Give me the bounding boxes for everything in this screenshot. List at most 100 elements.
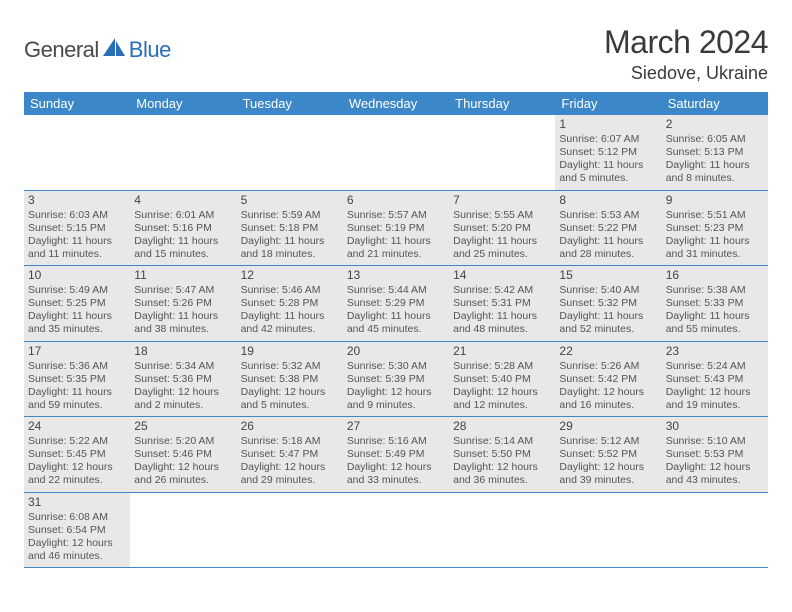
sunrise-line: Sunrise: 5:53 AM: [559, 209, 657, 222]
sunrise-line: Sunrise: 5:12 AM: [559, 435, 657, 448]
daylight-line: Daylight: 12 hours: [134, 386, 232, 399]
day-number: 23: [666, 344, 764, 359]
day-number: 12: [241, 268, 339, 283]
day-number: 4: [134, 193, 232, 208]
sunset-line: Sunset: 5:49 PM: [347, 448, 445, 461]
daylight-line: Daylight: 11 hours: [559, 159, 657, 172]
sunrise-line: Sunrise: 5:32 AM: [241, 360, 339, 373]
calendar-cell: 3Sunrise: 6:03 AMSunset: 5:15 PMDaylight…: [24, 190, 130, 266]
calendar-cell: 21Sunrise: 5:28 AMSunset: 5:40 PMDayligh…: [449, 341, 555, 417]
calendar-cell: [130, 115, 236, 190]
day-header: Saturday: [662, 92, 768, 115]
day-number: 2: [666, 117, 764, 132]
sunrise-line: Sunrise: 5:42 AM: [453, 284, 551, 297]
daylight-line: Daylight: 11 hours: [453, 235, 551, 248]
daylight-line: Daylight: 11 hours: [559, 310, 657, 323]
sunrise-line: Sunrise: 5:14 AM: [453, 435, 551, 448]
calendar-cell: 1Sunrise: 6:07 AMSunset: 5:12 PMDaylight…: [555, 115, 661, 190]
sunrise-line: Sunrise: 5:10 AM: [666, 435, 764, 448]
day-header: Sunday: [24, 92, 130, 115]
calendar-cell: 6Sunrise: 5:57 AMSunset: 5:19 PMDaylight…: [343, 190, 449, 266]
calendar-cell: 13Sunrise: 5:44 AMSunset: 5:29 PMDayligh…: [343, 266, 449, 342]
calendar-week: 31Sunrise: 6:08 AMSunset: 6:54 PMDayligh…: [24, 492, 768, 568]
sunset-line: Sunset: 5:13 PM: [666, 146, 764, 159]
daylight-line: Daylight: 11 hours: [666, 235, 764, 248]
calendar-cell: [662, 492, 768, 568]
day-number: 3: [28, 193, 126, 208]
calendar-cell: 17Sunrise: 5:36 AMSunset: 5:35 PMDayligh…: [24, 341, 130, 417]
day-number: 15: [559, 268, 657, 283]
daylight-line: Daylight: 12 hours: [453, 461, 551, 474]
calendar-cell: 31Sunrise: 6:08 AMSunset: 6:54 PMDayligh…: [24, 492, 130, 568]
daylight-line: and 16 minutes.: [559, 399, 657, 412]
calendar-table: SundayMondayTuesdayWednesdayThursdayFrid…: [24, 92, 768, 568]
calendar-cell: [237, 115, 343, 190]
sunset-line: Sunset: 6:54 PM: [28, 524, 126, 537]
calendar-cell: 19Sunrise: 5:32 AMSunset: 5:38 PMDayligh…: [237, 341, 343, 417]
calendar-week: 3Sunrise: 6:03 AMSunset: 5:15 PMDaylight…: [24, 190, 768, 266]
day-number: 16: [666, 268, 764, 283]
day-number: 31: [28, 495, 126, 510]
day-number: 7: [453, 193, 551, 208]
page-title: March 2024: [604, 24, 768, 61]
logo-text-blue: Blue: [129, 37, 171, 63]
sunrise-line: Sunrise: 6:01 AM: [134, 209, 232, 222]
daylight-line: Daylight: 11 hours: [347, 235, 445, 248]
daylight-line: Daylight: 11 hours: [241, 310, 339, 323]
calendar-cell: 29Sunrise: 5:12 AMSunset: 5:52 PMDayligh…: [555, 417, 661, 493]
calendar-cell: 12Sunrise: 5:46 AMSunset: 5:28 PMDayligh…: [237, 266, 343, 342]
sunrise-line: Sunrise: 5:24 AM: [666, 360, 764, 373]
sunrise-line: Sunrise: 5:30 AM: [347, 360, 445, 373]
daylight-line: Daylight: 11 hours: [134, 235, 232, 248]
sunset-line: Sunset: 5:20 PM: [453, 222, 551, 235]
calendar-cell: 30Sunrise: 5:10 AMSunset: 5:53 PMDayligh…: [662, 417, 768, 493]
daylight-line: Daylight: 12 hours: [453, 386, 551, 399]
day-number: 21: [453, 344, 551, 359]
day-number: 20: [347, 344, 445, 359]
calendar-cell: 9Sunrise: 5:51 AMSunset: 5:23 PMDaylight…: [662, 190, 768, 266]
calendar-cell: [130, 492, 236, 568]
daylight-line: and 11 minutes.: [28, 248, 126, 261]
sunrise-line: Sunrise: 5:28 AM: [453, 360, 551, 373]
sunset-line: Sunset: 5:45 PM: [28, 448, 126, 461]
sunset-line: Sunset: 5:22 PM: [559, 222, 657, 235]
sunrise-line: Sunrise: 5:26 AM: [559, 360, 657, 373]
header: General Blue March 2024 Siedove, Ukraine: [24, 24, 768, 84]
daylight-line: Daylight: 11 hours: [347, 310, 445, 323]
daylight-line: and 38 minutes.: [134, 323, 232, 336]
calendar-cell: 11Sunrise: 5:47 AMSunset: 5:26 PMDayligh…: [130, 266, 236, 342]
sunset-line: Sunset: 5:23 PM: [666, 222, 764, 235]
daylight-line: and 9 minutes.: [347, 399, 445, 412]
calendar-week: 10Sunrise: 5:49 AMSunset: 5:25 PMDayligh…: [24, 266, 768, 342]
calendar-cell: 27Sunrise: 5:16 AMSunset: 5:49 PMDayligh…: [343, 417, 449, 493]
sunset-line: Sunset: 5:38 PM: [241, 373, 339, 386]
calendar-cell: 5Sunrise: 5:59 AMSunset: 5:18 PMDaylight…: [237, 190, 343, 266]
day-number: 17: [28, 344, 126, 359]
day-number: 14: [453, 268, 551, 283]
daylight-line: Daylight: 11 hours: [453, 310, 551, 323]
daylight-line: and 25 minutes.: [453, 248, 551, 261]
day-header-row: SundayMondayTuesdayWednesdayThursdayFrid…: [24, 92, 768, 115]
calendar-cell: [24, 115, 130, 190]
sunrise-line: Sunrise: 6:05 AM: [666, 133, 764, 146]
sunset-line: Sunset: 5:52 PM: [559, 448, 657, 461]
day-number: 9: [666, 193, 764, 208]
sunset-line: Sunset: 5:18 PM: [241, 222, 339, 235]
sunset-line: Sunset: 5:43 PM: [666, 373, 764, 386]
sunset-line: Sunset: 5:29 PM: [347, 297, 445, 310]
daylight-line: and 29 minutes.: [241, 474, 339, 487]
sunset-line: Sunset: 5:42 PM: [559, 373, 657, 386]
sunrise-line: Sunrise: 5:18 AM: [241, 435, 339, 448]
calendar-cell: [555, 492, 661, 568]
daylight-line: Daylight: 12 hours: [559, 386, 657, 399]
day-header: Monday: [130, 92, 236, 115]
sunset-line: Sunset: 5:35 PM: [28, 373, 126, 386]
sunrise-line: Sunrise: 5:16 AM: [347, 435, 445, 448]
calendar-week: 1Sunrise: 6:07 AMSunset: 5:12 PMDaylight…: [24, 115, 768, 190]
sunrise-line: Sunrise: 5:20 AM: [134, 435, 232, 448]
sunset-line: Sunset: 5:40 PM: [453, 373, 551, 386]
calendar-cell: 10Sunrise: 5:49 AMSunset: 5:25 PMDayligh…: [24, 266, 130, 342]
calendar-cell: 26Sunrise: 5:18 AMSunset: 5:47 PMDayligh…: [237, 417, 343, 493]
daylight-line: Daylight: 12 hours: [559, 461, 657, 474]
daylight-line: and 48 minutes.: [453, 323, 551, 336]
